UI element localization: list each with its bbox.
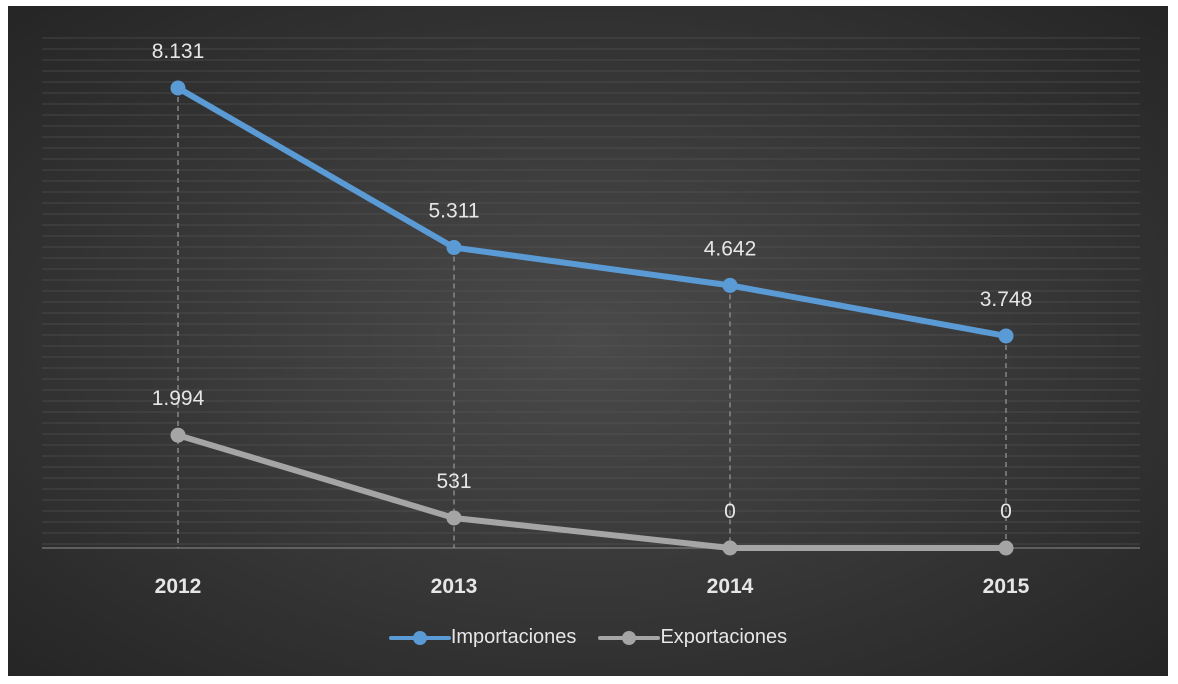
data-label-exportaciones: 0 xyxy=(1000,500,1012,523)
line-chart: 8.131 5.311 4.642 3.748 1.994 531 0 0 2012 2013 20… xyxy=(42,37,1140,598)
legend-label-importaciones: Importaciones xyxy=(450,626,577,648)
data-point-exportaciones xyxy=(998,540,1014,556)
series-line-importaciones xyxy=(175,85,1009,339)
legend-item-importaciones[interactable]: Importaciones xyxy=(388,626,577,649)
data-label-exportaciones: 531 xyxy=(436,470,471,493)
data-point-exportaciones xyxy=(170,427,186,443)
chart-frame: 8.131 5.311 4.642 3.748 1.994 531 0 0 2012 2013 20… xyxy=(8,6,1168,676)
data-label-importaciones: 5.311 xyxy=(429,200,480,223)
legend: Importaciones Exportaciones xyxy=(8,626,1168,649)
data-label-exportaciones: 0 xyxy=(724,500,736,523)
legend-swatch-exportaciones xyxy=(598,630,661,645)
legend-item-exportaciones[interactable]: Exportaciones xyxy=(598,626,787,649)
x-tick-label: 2012 xyxy=(155,575,202,598)
data-point-importaciones xyxy=(722,277,738,293)
data-point-importaciones xyxy=(170,80,186,96)
legend-swatch-importaciones xyxy=(388,630,451,645)
data-label-importaciones: 3.748 xyxy=(980,288,1033,311)
x-tick-label: 2014 xyxy=(707,575,754,598)
data-point-exportaciones xyxy=(722,540,738,556)
series-line-exportaciones xyxy=(175,432,1009,551)
data-point-exportaciones xyxy=(446,510,462,526)
legend-label-exportaciones: Exportaciones xyxy=(660,626,788,648)
x-tick-label: 2013 xyxy=(431,575,478,598)
data-label-importaciones: 4.642 xyxy=(704,237,757,260)
data-point-importaciones xyxy=(446,240,462,256)
data-label-exportaciones: 1.994 xyxy=(152,387,205,410)
data-point-importaciones xyxy=(998,328,1014,344)
x-tick-label: 2015 xyxy=(983,575,1030,598)
data-label-importaciones: 8.131 xyxy=(152,40,205,63)
